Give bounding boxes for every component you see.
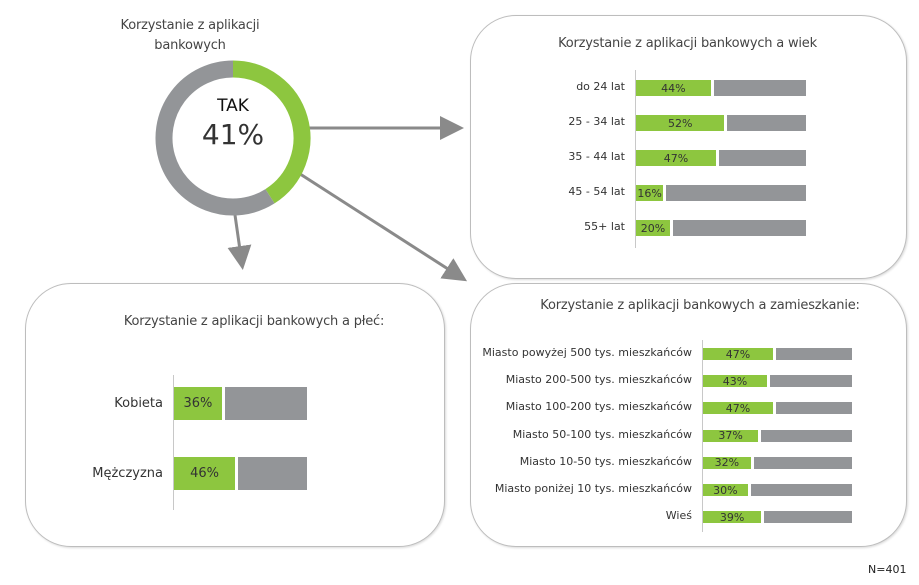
- residence-title: Korzystanie z aplikacji bankowych a zami…: [540, 298, 860, 313]
- bar-yes: 43%: [703, 375, 768, 388]
- bar-rest: [727, 115, 806, 131]
- bar-row: 52%: [636, 115, 806, 131]
- donut-center-value: 41%: [201, 118, 265, 151]
- category-label: Kobieta: [114, 395, 163, 411]
- category-label: Miasto 100-200 tys. mieszkańców: [505, 400, 692, 414]
- arrow-to-residence: [296, 170, 468, 282]
- bar-row: 44%: [636, 80, 806, 96]
- bar-row: 30%: [703, 484, 852, 497]
- age-axis: [635, 70, 636, 248]
- bar-rest: [238, 457, 307, 490]
- bar-row: 20%: [636, 220, 806, 236]
- bar-rest: [673, 220, 806, 236]
- category-label: 45 - 54 lat: [568, 185, 625, 198]
- category-label: Mężczyzna: [92, 465, 163, 481]
- bar-yes: 47%: [703, 348, 774, 361]
- donut-slice-yes: [232, 60, 311, 204]
- bar-rest: [761, 429, 852, 442]
- donut-chart: [155, 60, 311, 216]
- bar-row: 47%: [636, 150, 806, 166]
- bar-rest: [776, 402, 852, 415]
- donut-center-label: TAK: [217, 96, 249, 116]
- bar-yes: 20%: [636, 220, 670, 236]
- bar-yes: 47%: [703, 402, 774, 415]
- category-label: Miasto powyżej 500 tys. mieszkańców: [482, 346, 692, 359]
- bar-yes: 39%: [703, 511, 762, 524]
- bar-rest: [224, 387, 307, 420]
- bar-row: 16%: [636, 185, 806, 201]
- bar-yes: 46%: [174, 457, 236, 490]
- gender-title: Korzystanie z aplikacji bankowych a płeć…: [123, 314, 385, 329]
- bar-yes: 37%: [703, 429, 759, 442]
- bar-row: 37%: [703, 429, 852, 442]
- arrow-to-gender: [227, 214, 252, 270]
- bar-yes: 44%: [636, 80, 711, 96]
- residence-axis: [702, 340, 703, 532]
- category-label: Miasto 200-500 tys. mieszkańców: [505, 373, 692, 387]
- bar-rest: [770, 375, 852, 388]
- bar-yes: 30%: [703, 484, 748, 497]
- age-panel: [470, 15, 907, 279]
- category-label: do 24 lat: [576, 80, 625, 93]
- bar-row: 39%: [703, 511, 852, 524]
- bar-rest: [753, 456, 852, 469]
- age-title: Korzystanie z aplikacji bankowych a wiek: [558, 36, 817, 51]
- donut-slice-rest: [155, 60, 275, 216]
- bar-yes: 36%: [174, 387, 222, 420]
- bar-yes: 32%: [703, 456, 751, 469]
- bar-yes: 47%: [636, 150, 716, 166]
- category-label: 25 - 34 lat: [568, 115, 625, 128]
- bar-row: 32%: [703, 456, 852, 469]
- bar-rest: [750, 484, 852, 496]
- bar-rest: [666, 185, 806, 201]
- category-label: Miasto 50-100 tys. mieszkańców: [512, 427, 692, 441]
- category-label: Miasto 10-50 tys. mieszkańców: [519, 454, 692, 468]
- gender-axis: [173, 375, 174, 510]
- category-label: 55+ lat: [584, 220, 625, 233]
- category-label: 35 - 44 lat: [568, 150, 625, 163]
- bar-yes: 16%: [636, 185, 664, 201]
- bar-row: 36%: [174, 387, 307, 420]
- bar-row: 47%: [703, 402, 852, 415]
- donut-title: Korzystanie z aplikacji bankowych: [120, 18, 260, 53]
- bar-rest: [764, 511, 852, 524]
- bar-yes: 52%: [636, 115, 725, 131]
- residence-panel: [470, 283, 907, 547]
- bar-row: 43%: [703, 375, 852, 388]
- bar-rest: [713, 80, 806, 96]
- bar-rest: [776, 348, 852, 360]
- bar-row: 47%: [703, 348, 852, 361]
- bar-row: 46%: [174, 457, 307, 490]
- category-label: Wieś: [665, 509, 692, 523]
- sample-size-note: N=401: [868, 563, 907, 576]
- category-label: Miasto poniżej 10 tys. mieszkańców: [494, 482, 692, 495]
- bar-rest: [718, 150, 806, 166]
